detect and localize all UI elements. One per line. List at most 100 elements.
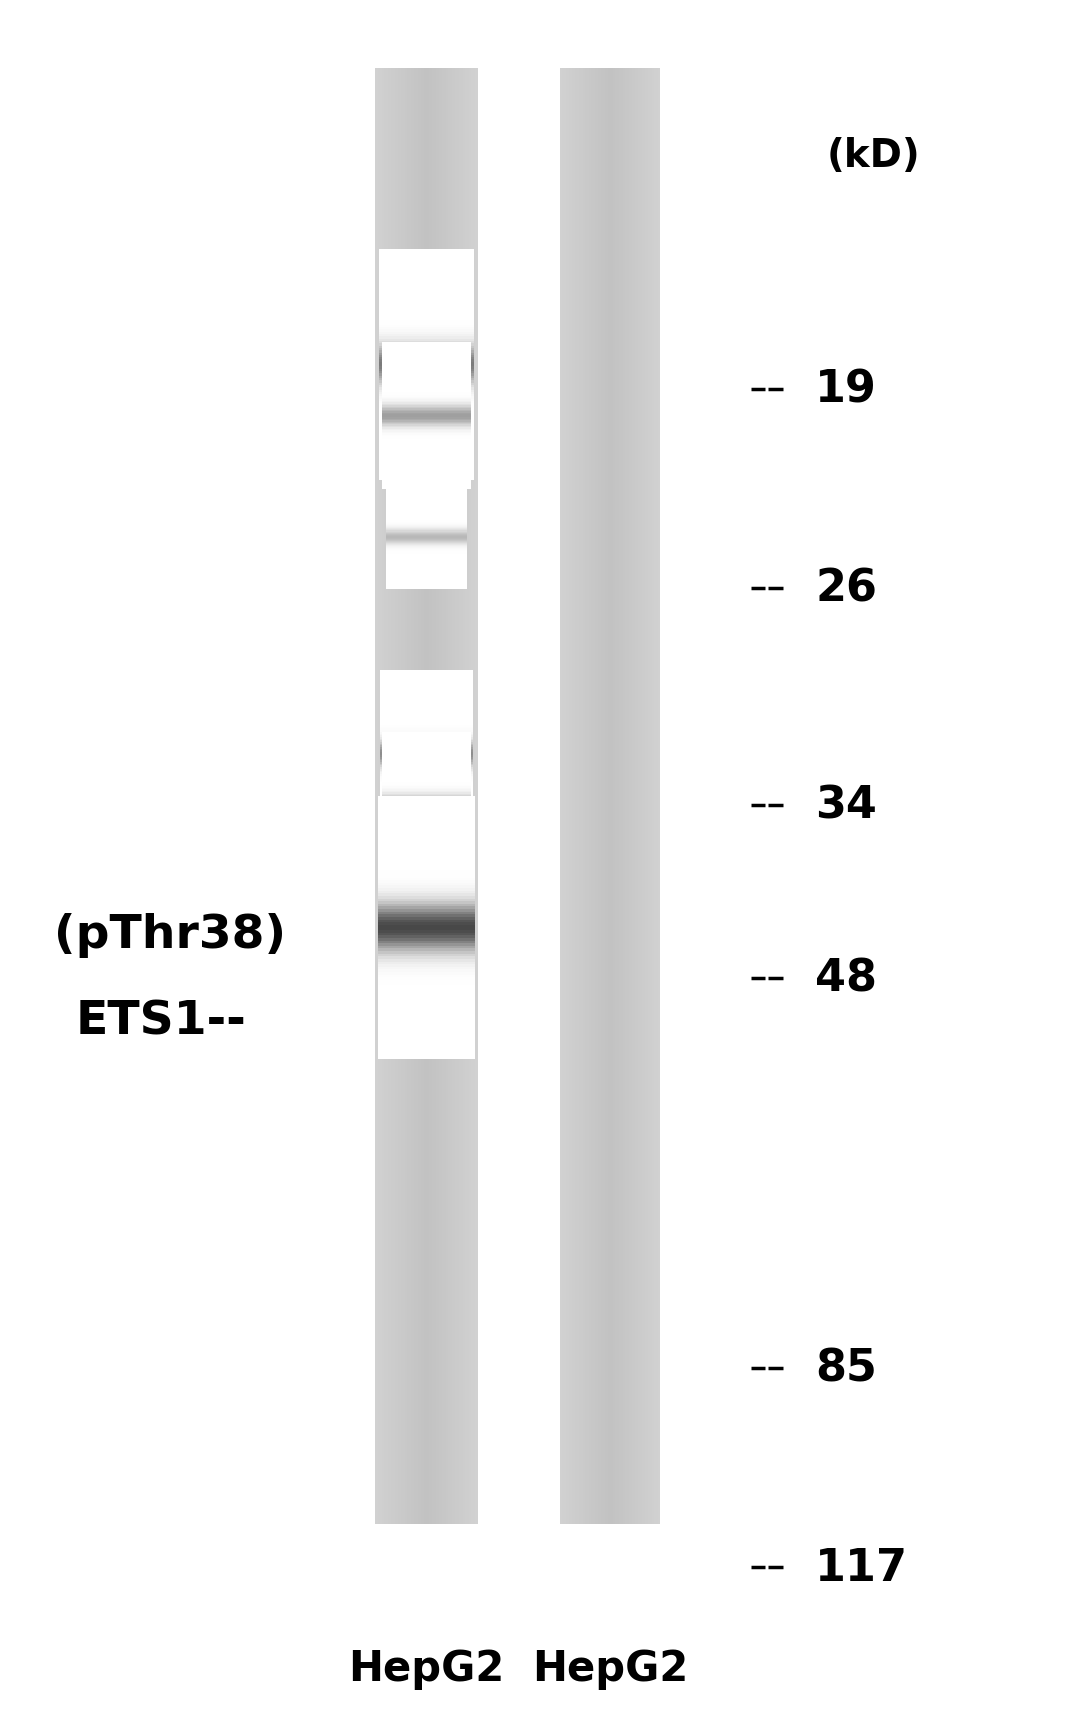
Bar [378,899,475,902]
Text: 26: 26 [815,568,877,610]
Bar [380,743,473,745]
Bar [421,69,422,1524]
Bar [379,397,474,400]
Bar [380,753,473,755]
Bar [380,755,473,757]
Bar [380,688,473,689]
Bar [379,471,474,473]
Bar [380,686,473,688]
Bar [631,69,632,1524]
Bar [379,284,474,286]
Bar [379,268,474,270]
Bar [429,69,431,1524]
Bar [380,693,473,695]
Bar [380,804,473,805]
Bar [459,69,460,1524]
Bar [380,684,473,686]
Bar [378,928,475,930]
Bar [379,359,474,360]
Bar [621,69,623,1524]
Bar [379,258,474,262]
Bar [475,69,476,1524]
Bar [467,69,468,1524]
Bar [384,69,386,1524]
Bar [380,752,473,753]
Bar [379,390,474,393]
Bar [597,69,599,1524]
Bar [446,69,447,1524]
Bar [379,478,474,480]
Bar [415,69,417,1524]
Bar [380,703,473,705]
Bar [379,430,474,431]
Bar [380,727,473,729]
Bar [379,365,474,367]
Bar [380,740,473,741]
Bar [379,339,474,341]
Bar [378,857,475,859]
Bar [379,402,474,404]
Bar [378,951,475,954]
Bar [625,69,626,1524]
Bar [643,69,644,1524]
Bar [378,1010,475,1011]
Bar [379,272,474,275]
Bar [379,310,474,312]
Bar [380,833,473,835]
Bar [379,450,474,452]
Bar [378,1001,475,1005]
Bar [379,255,474,256]
Bar [624,69,625,1524]
Bar [378,805,475,807]
Bar [379,282,474,284]
Bar [378,960,475,963]
Bar [463,69,465,1524]
Bar [572,69,573,1524]
Bar [378,1025,475,1027]
Bar [378,892,475,894]
Bar [448,69,449,1524]
Bar [379,300,474,303]
Bar [378,1037,475,1041]
Bar [435,69,437,1524]
Bar [380,674,473,675]
Bar [461,69,462,1524]
Bar [380,818,473,819]
Bar [379,298,474,300]
Bar [603,69,604,1524]
Bar [391,69,392,1524]
Bar [379,469,474,471]
Bar [380,837,473,838]
Bar [380,750,473,752]
Bar [378,842,475,843]
Bar [378,1005,475,1006]
Bar [588,69,589,1524]
Bar [396,69,397,1524]
Bar [379,360,474,362]
Bar [378,999,475,1001]
Text: HepG2: HepG2 [532,1647,688,1689]
Bar [380,715,473,717]
Bar [582,69,584,1524]
Bar [575,69,577,1524]
Bar [594,69,595,1524]
Bar [378,868,475,869]
Bar [456,69,458,1524]
Bar [380,774,473,776]
Bar [378,975,475,979]
Bar [378,847,475,849]
Bar [379,369,474,372]
Bar [379,404,474,407]
Bar [426,69,427,1524]
Text: HepG2: HepG2 [349,1647,504,1689]
Bar [379,456,474,457]
Bar [449,69,451,1524]
Bar [380,695,473,696]
Bar [388,69,390,1524]
Bar [378,1031,475,1032]
Bar [378,954,475,956]
Bar [400,69,401,1524]
Bar [380,830,473,831]
Bar [379,313,474,317]
Bar [378,887,475,889]
